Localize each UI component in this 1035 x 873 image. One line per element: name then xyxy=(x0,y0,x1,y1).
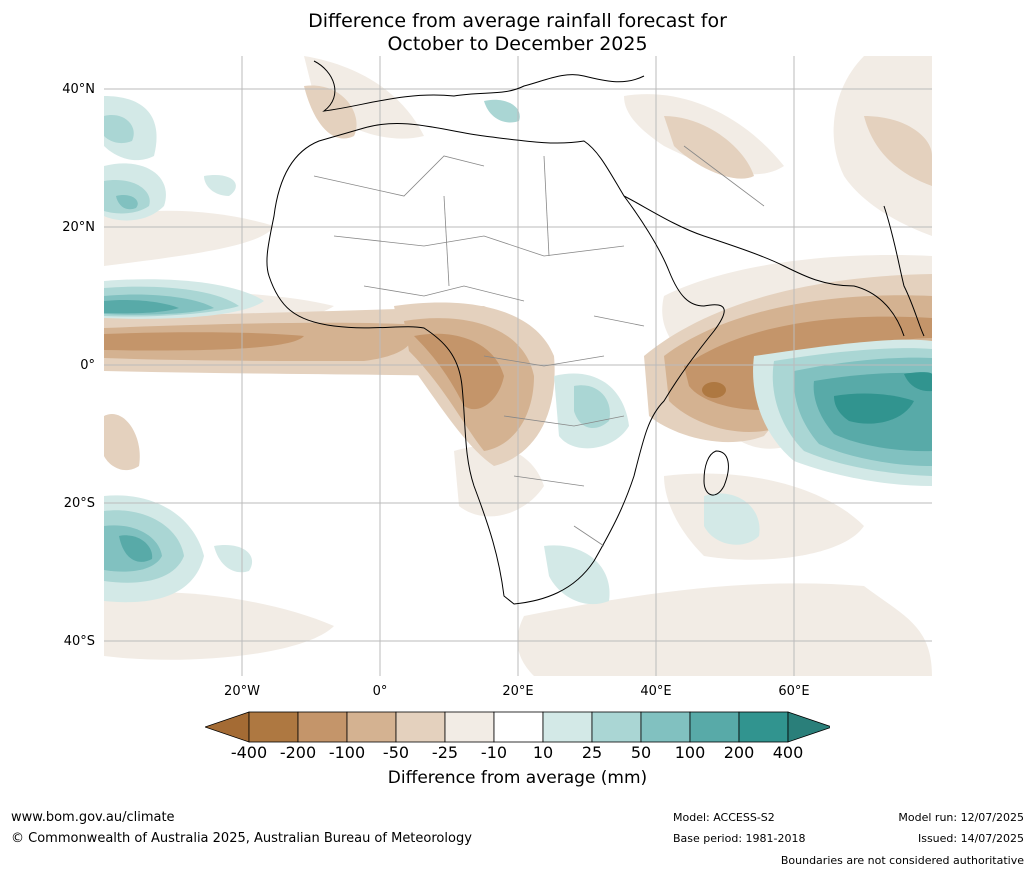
extreme-wet-areas xyxy=(834,372,932,424)
title-line-1: Difference from average rainfall forecas… xyxy=(308,10,727,32)
colorbar-cell xyxy=(346,711,397,743)
colorbar-cell xyxy=(248,711,299,743)
model-run-text: Model run: 12/07/2025 xyxy=(898,811,1024,824)
colorbar-cell xyxy=(738,711,789,743)
extreme-dry-areas xyxy=(702,382,726,398)
colorbar-arrow-high xyxy=(787,711,830,743)
model-text: Model: ACCESS-S2 xyxy=(673,811,775,824)
lon-label-20e: 20°E xyxy=(502,684,534,699)
title-line-2: October to December 2025 xyxy=(387,33,648,55)
issued-text: Issued: 14/07/2025 xyxy=(917,832,1024,845)
rainfall-map xyxy=(104,56,932,676)
colorbar-cell xyxy=(591,711,642,743)
lat-label-40s: 40°S xyxy=(63,634,95,649)
colorbar-tick-label: -200 xyxy=(279,743,317,762)
colorbar-cell xyxy=(493,711,544,743)
lon-label-0: 0° xyxy=(372,684,388,699)
map-svg xyxy=(104,56,932,676)
colorbar-cell xyxy=(640,711,691,743)
colorbar-tick-label: -100 xyxy=(328,743,366,762)
colorbar-tick-label: 100 xyxy=(674,743,706,762)
copyright-text: © Commonwealth of Australia 2025, Austra… xyxy=(11,831,472,846)
colorbar-arrow-low xyxy=(205,711,250,743)
colorbar-tick-label: -50 xyxy=(382,743,410,762)
base-period-text: Base period: 1981-2018 xyxy=(673,832,806,845)
national-borders xyxy=(313,145,765,547)
lat-label-40n: 40°N xyxy=(62,82,95,97)
colorbar-cell xyxy=(395,711,446,743)
coastlines xyxy=(266,60,925,605)
colorbar-tick-label: 400 xyxy=(772,743,804,762)
lat-label-0: 0° xyxy=(80,358,95,373)
colorbar-label: Difference from average (mm) xyxy=(387,768,648,788)
graticule xyxy=(104,56,932,676)
colorbar-tick-label: 10 xyxy=(532,743,554,762)
lon-label-20w: 20°W xyxy=(224,684,260,699)
lat-label-20s: 20°S xyxy=(63,496,95,511)
colorbar-tick-label: 25 xyxy=(581,743,603,762)
disclaimer-text: Boundaries are not considered authoritat… xyxy=(780,854,1024,867)
colorbar-tick-label: -25 xyxy=(431,743,459,762)
colorbar-cell xyxy=(297,711,348,743)
lon-label-40e: 40°E xyxy=(640,684,672,699)
india-coastline xyxy=(883,205,925,337)
colorbar-cell xyxy=(689,711,740,743)
arabia-coastline xyxy=(623,195,905,337)
website-link[interactable]: www.bom.gov.au/climate xyxy=(11,810,175,825)
africa-coastline xyxy=(266,122,725,605)
lat-label-20n: 20°N xyxy=(62,220,95,235)
colorbar-cells xyxy=(205,711,830,743)
madagascar-coastline xyxy=(703,450,729,496)
colorbar-cell xyxy=(542,711,593,743)
lon-label-60e: 60°E xyxy=(778,684,810,699)
colorbar-tick-label: -10 xyxy=(480,743,508,762)
colorbar xyxy=(205,711,830,743)
colorbar-tick-label: 50 xyxy=(630,743,652,762)
europe-coastline xyxy=(313,60,645,112)
colorbar-tick-label: 200 xyxy=(723,743,755,762)
colorbar-cell xyxy=(444,711,495,743)
map-title: Difference from average rainfall forecas… xyxy=(0,10,1035,56)
colorbar-tick-label: -400 xyxy=(230,743,268,762)
